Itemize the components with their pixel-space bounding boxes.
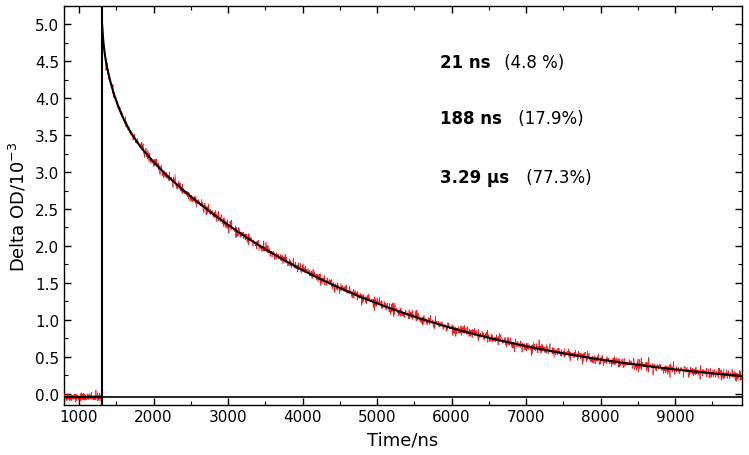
Text: (77.3%): (77.3%) xyxy=(521,169,592,187)
Text: (4.8 %): (4.8 %) xyxy=(500,54,565,71)
X-axis label: Time/ns: Time/ns xyxy=(368,430,439,448)
Text: 188 ns: 188 ns xyxy=(440,109,503,127)
Y-axis label: Delta OD/10$^{-3}$: Delta OD/10$^{-3}$ xyxy=(7,141,28,271)
Text: (17.9%): (17.9%) xyxy=(512,109,583,127)
Text: 21 ns: 21 ns xyxy=(440,54,491,71)
Text: 3.29 μs: 3.29 μs xyxy=(440,169,509,187)
